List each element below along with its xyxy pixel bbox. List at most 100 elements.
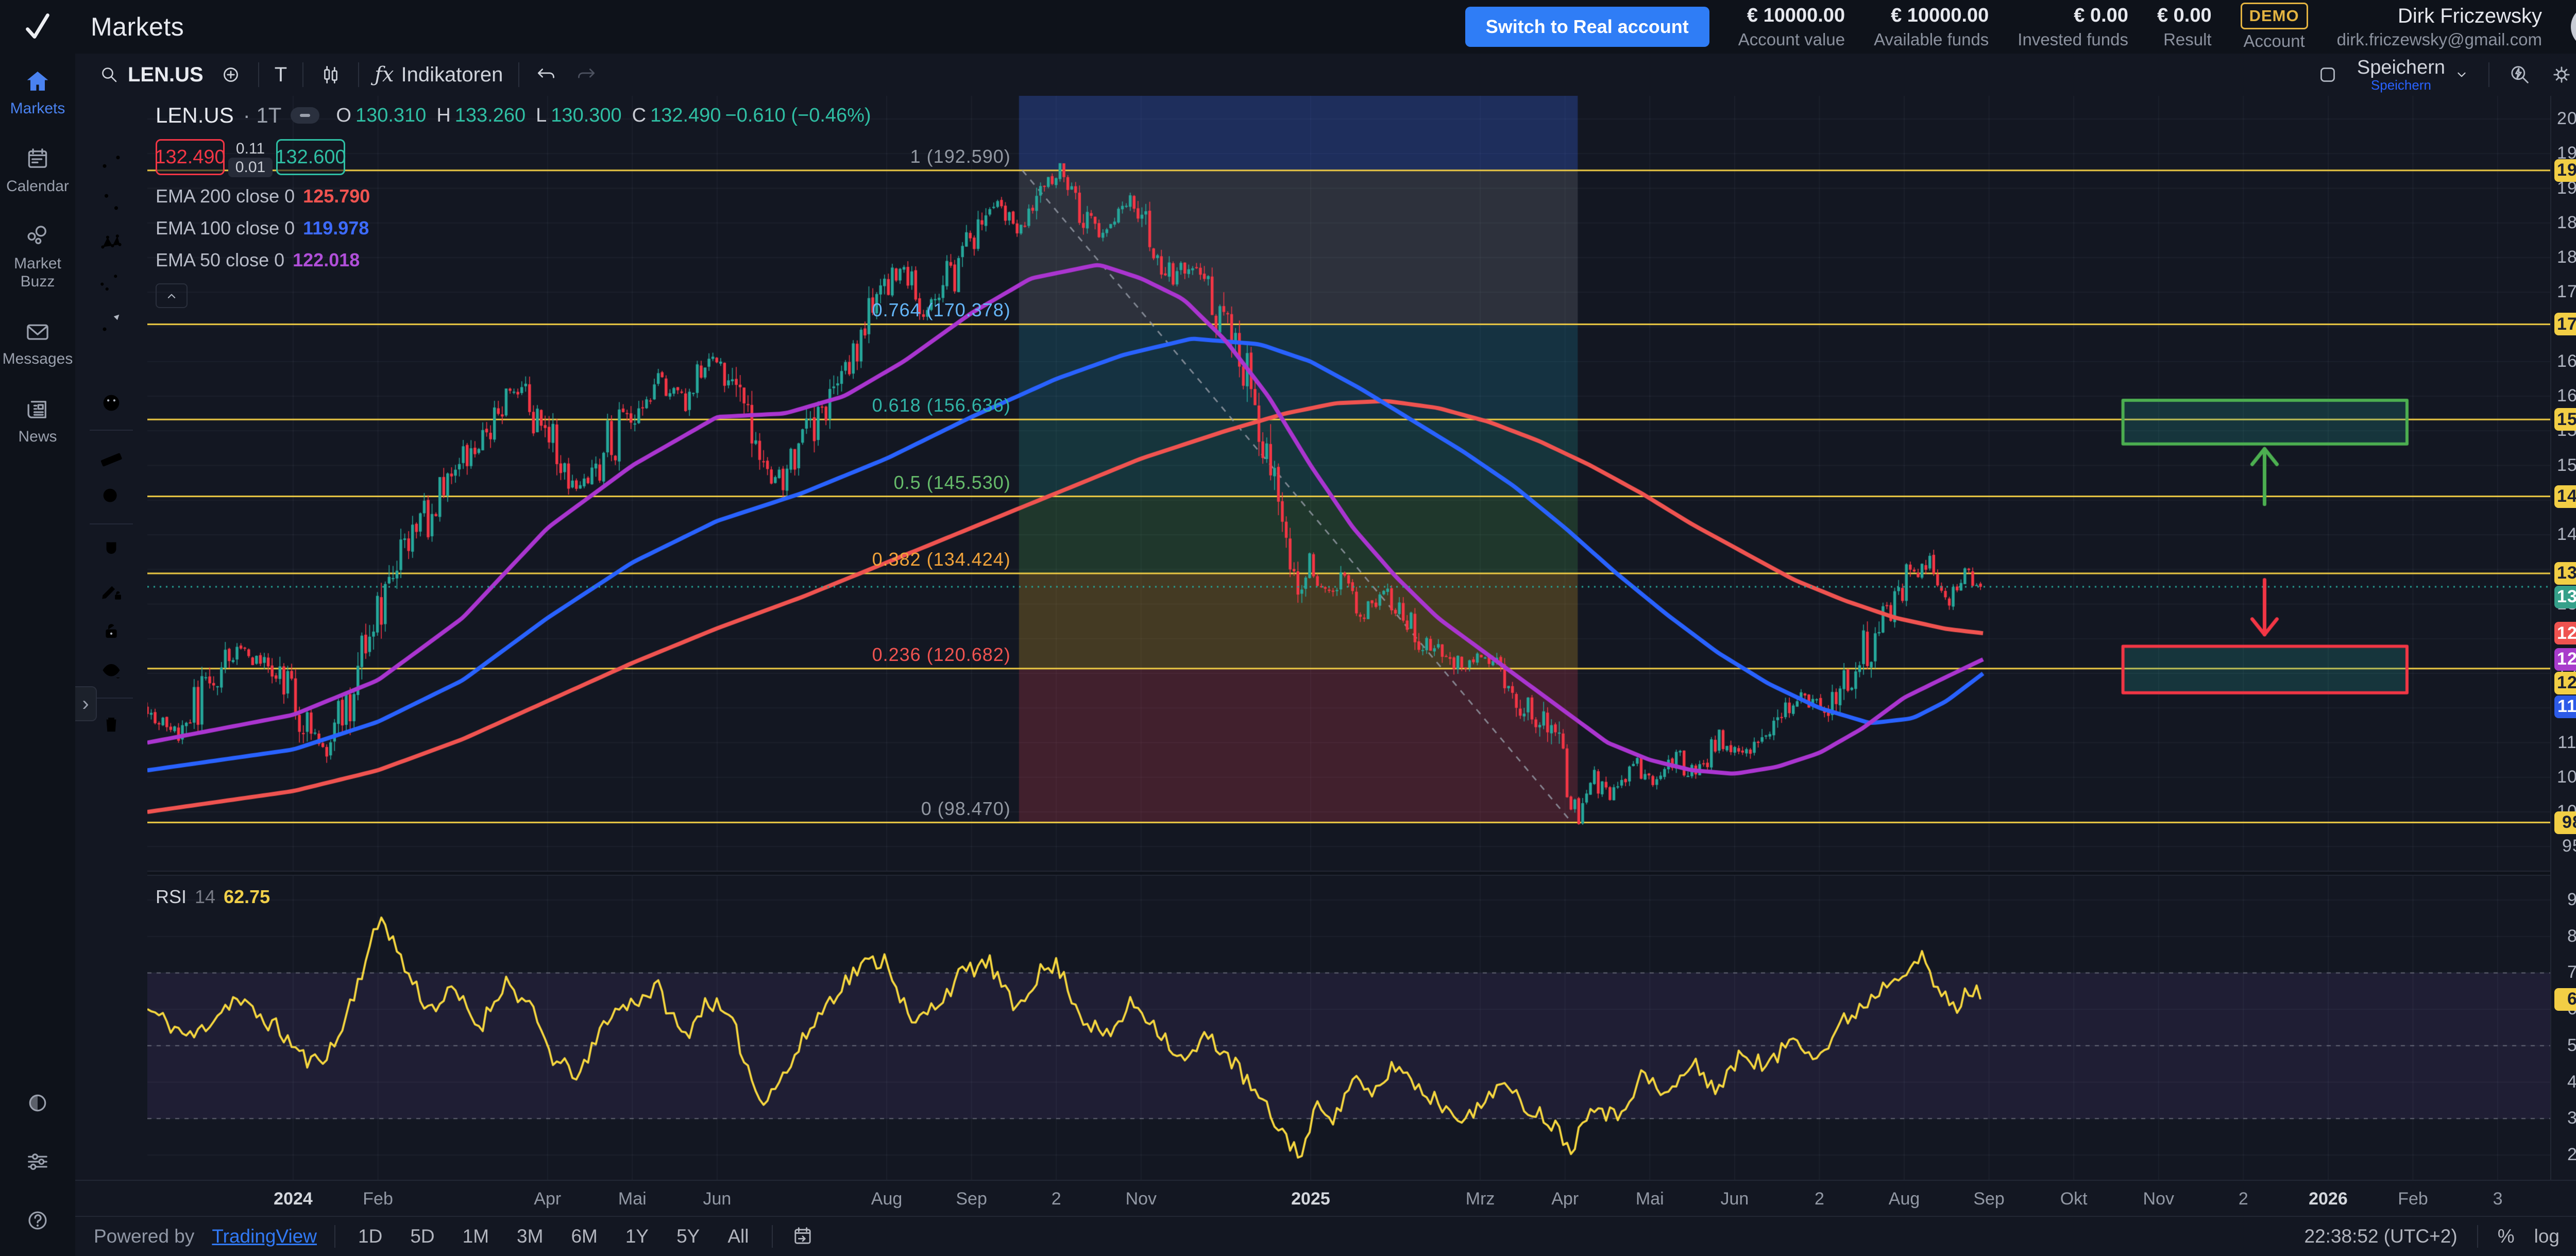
price-chart-canvas[interactable] [147,96,2550,1180]
channel-icon[interactable] [97,268,126,297]
ema-200-row[interactable]: EMA 200 close 0 125.790 [156,185,871,207]
range-3m-button[interactable]: 3M [517,1226,544,1247]
lock-icon[interactable] [97,616,126,645]
redo-icon[interactable] [574,63,598,87]
range-6m-button[interactable]: 6M [571,1226,598,1247]
rsi-legend[interactable]: RSI 14 62.75 [156,886,270,907]
magnet-icon[interactable] [97,536,126,565]
sliders-icon[interactable] [24,1148,52,1176]
price-tick-label: 150.000 [2557,455,2576,475]
sidebar-item-messages[interactable]: Messages [0,304,75,382]
range-5y-button[interactable]: 5Y [676,1226,700,1247]
buy-button[interactable]: 132.600 [275,139,346,175]
range-1d-button[interactable]: 1D [358,1226,383,1247]
time-tick-label: Feb [363,1189,393,1209]
price-axis[interactable]: 95.000100.000105.000110.000115.000120.00… [2550,96,2576,1180]
user-info[interactable]: Dirk Friczewsky dirk.friczewsky@gmail.co… [2337,5,2542,49]
time-tick-label: Mai [1635,1189,1664,1209]
range-5d-button[interactable]: 5D [410,1226,435,1247]
gear-icon[interactable] [2549,62,2574,87]
range-1m-button[interactable]: 1M [462,1226,489,1247]
help-icon[interactable] [24,1207,52,1234]
indicators-label: Indikatoren [401,63,503,86]
user-email: dirk.friczewsky@gmail.com [2336,29,2542,49]
sidebar-item-label: Calendar [6,177,69,195]
trash-icon[interactable] [97,710,126,739]
crosshair-icon[interactable] [97,107,126,136]
sell-button[interactable]: 132.490 [155,139,226,175]
price-tick-label: 165.000 [2557,351,2576,371]
time-tick-label: Apr [534,1189,562,1209]
demo-badge: DEMO [2240,3,2308,29]
contrast-icon[interactable] [24,1089,52,1117]
check-logo-icon[interactable] [0,10,75,44]
stat-label: Account value [1738,29,1845,49]
sidebar-item-news[interactable]: News [0,382,75,460]
top-bar: Markets Switch to Real account € 10000.0… [0,0,2576,54]
goto-date-icon[interactable] [790,1224,815,1249]
sidebar-item-markets[interactable]: Markets [0,54,75,131]
fib-lines-icon[interactable] [97,188,126,216]
sidebar-item-label: Messages [2,350,73,367]
text-tool-icon[interactable] [97,348,126,377]
time-tick-label: 3 [2493,1189,2503,1209]
time-axis[interactable]: 2024 Feb Apr Mai Jun Aug Sep 2 Nov 2025 Mrz Apr Mai J… [75,1180,2576,1217]
time-tick-label: Okt [2060,1189,2088,1209]
spread-display: 0.11 0.01 [225,139,276,177]
price-badge: 122.018 [2554,648,2576,671]
xabcd-icon[interactable] [97,228,126,257]
ema-100-label: EMA 100 close 0 [156,217,295,239]
draw-lock-icon[interactable] [97,576,126,605]
app-sidebar: Markets Calendar Market Buzz Messages Ne… [0,54,76,1255]
stat-account-value: € 10000.00 Account value [1738,5,1845,49]
range-1y-button[interactable]: 1Y [625,1226,649,1247]
time-tick-label: Nov [1125,1189,1157,1209]
eye-icon[interactable] [97,656,126,685]
price-badge: 132.490 [2554,585,2576,608]
interval-button[interactable]: T [274,63,287,86]
log-scale-button[interactable]: log [2534,1226,2560,1247]
newspaper-icon [23,395,52,424]
collapse-legend-button[interactable] [156,283,188,308]
plus-circle-icon[interactable] [219,63,243,87]
ruler-icon[interactable] [97,442,126,471]
arrow-marker-icon[interactable] [97,308,126,337]
indicators-button[interactable]: ƒx Indikatoren [375,63,503,87]
sidebar-item-label: Markets [10,100,65,117]
emoji-icon[interactable] [97,388,126,417]
drawing-toolbar [75,96,148,1180]
ema-50-row[interactable]: EMA 50 close 0 122.018 [156,249,871,271]
tradingview-link[interactable]: TradingView [212,1226,317,1247]
time-tick-label: Aug [1888,1189,1920,1209]
zoom-in-icon[interactable] [97,482,126,511]
chart-region: LEN.US T ƒx Indikatoren [75,54,2576,1256]
sidebar-item-calendar[interactable]: Calendar [0,131,75,209]
avatar-icon[interactable] [2571,5,2576,48]
candles-icon[interactable] [319,63,343,87]
sidebar-item-label: Market Buzz [14,255,61,290]
sidebar-item-label: News [18,428,57,445]
save-button[interactable]: Speichern Speichern [2357,58,2471,92]
symbol-search[interactable]: LEN.US [98,63,204,87]
ema-200-value: 125.790 [303,185,370,207]
flash-search-icon[interactable] [2507,62,2532,87]
stat-invested-funds: € 0.00 Invested funds [2018,5,2128,49]
trendline-icon[interactable] [97,147,126,176]
ema-100-row[interactable]: EMA 100 close 0 119.978 [156,217,871,239]
checkbox-icon[interactable] [2316,63,2340,87]
stat-value: € 10000.00 [1891,4,1989,26]
percent-scale-button[interactable]: % [2497,1226,2515,1247]
ema-50-value: 122.018 [293,249,360,270]
price-badge: 120.682 [2554,671,2576,694]
ema-50-label: EMA 50 close 0 [156,249,285,270]
range-all-button[interactable]: All [727,1226,749,1247]
switch-to-real-button[interactable]: Switch to Real account [1465,7,1709,47]
stat-available-funds: € 10000.00 Available funds [1874,5,1989,49]
sidebar-expand-handle[interactable]: › [75,686,97,721]
time-tick-label: 2 [1814,1189,1824,1209]
sidebar-item-market-buzz[interactable]: Market Buzz [0,209,75,304]
hide-series-button[interactable] [291,107,320,124]
time-tick-label: Jun [1720,1189,1749,1209]
clock-timezone-button[interactable]: 22:38:52 (UTC+2) [2304,1226,2458,1247]
undo-icon[interactable] [535,63,558,87]
